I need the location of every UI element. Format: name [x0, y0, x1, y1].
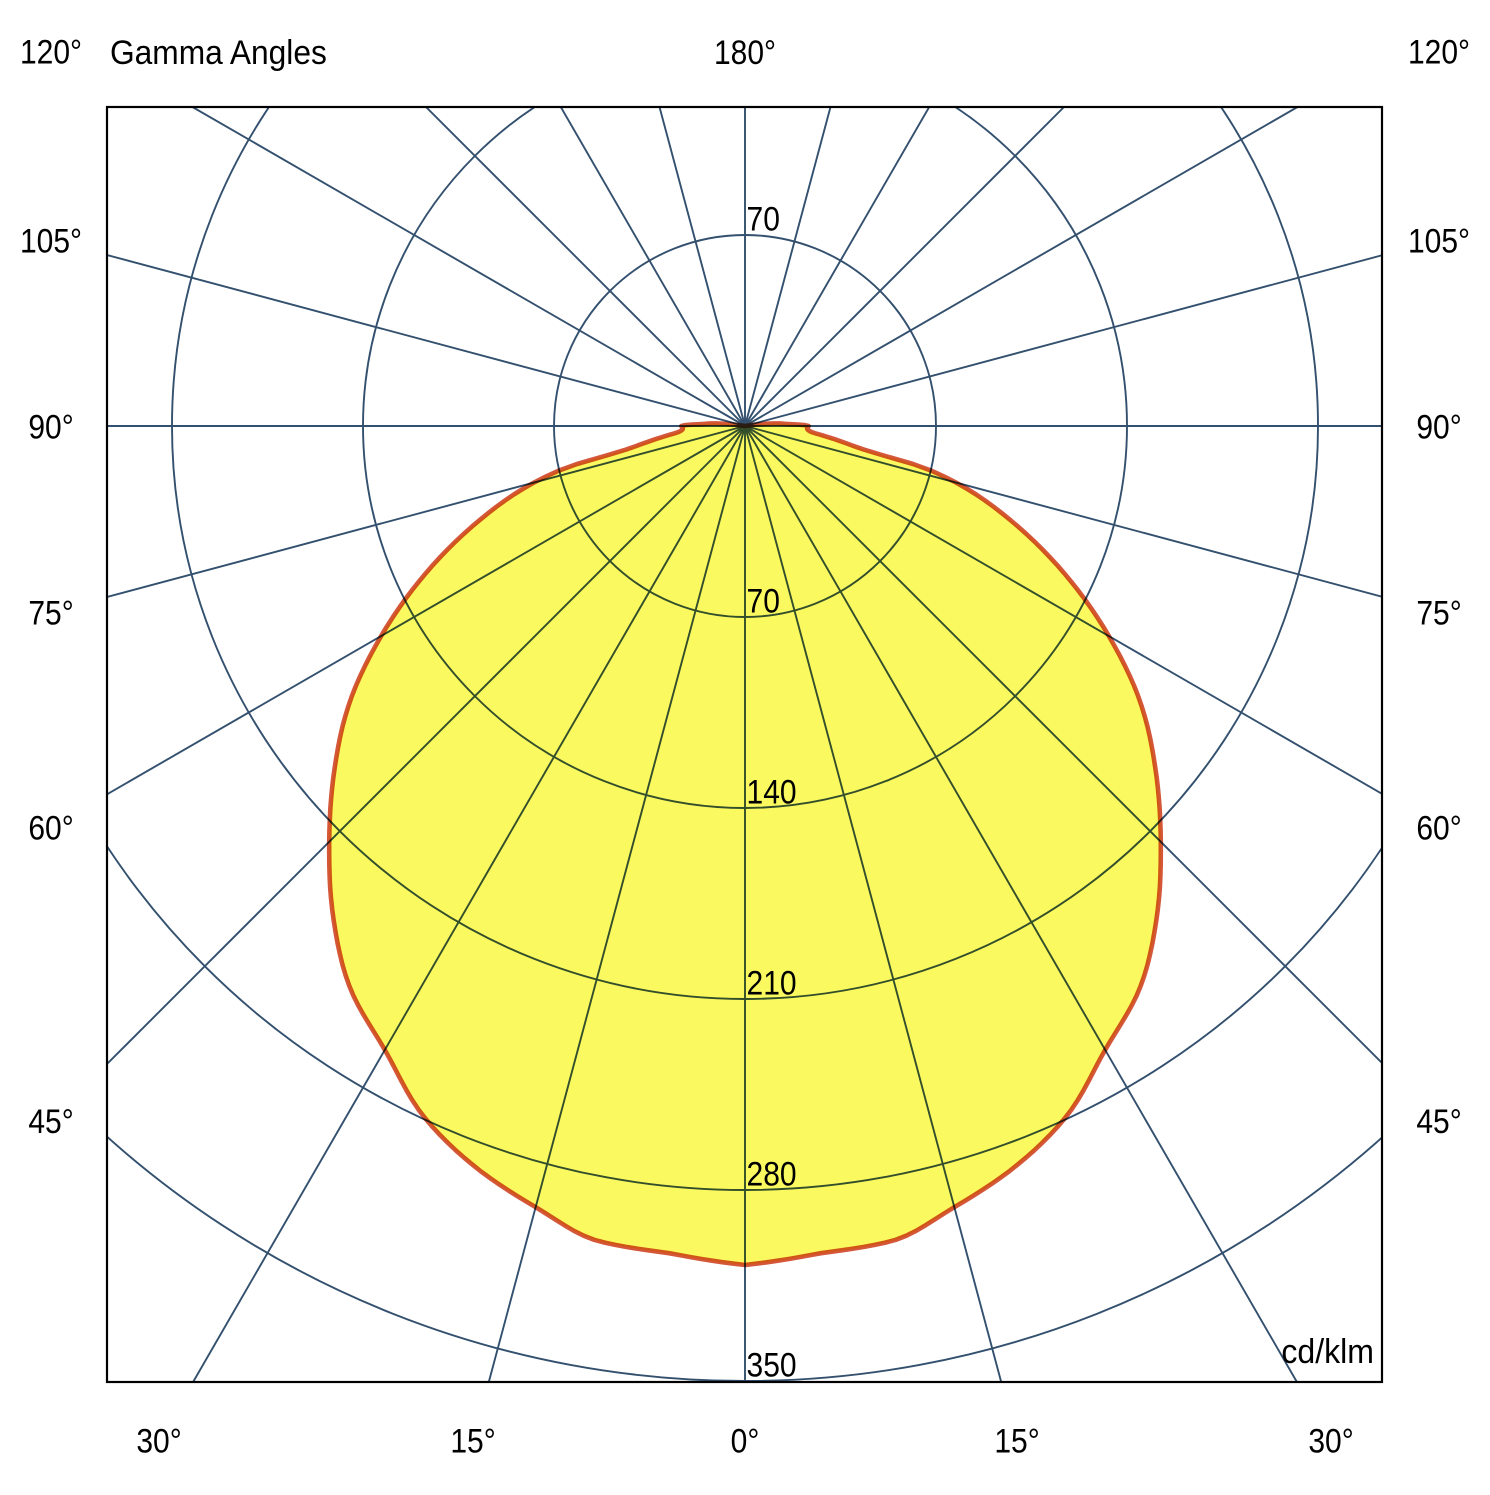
svg-text:120°: 120° [1408, 33, 1470, 71]
svg-text:140: 140 [747, 773, 797, 811]
svg-text:90°: 90° [28, 407, 73, 445]
svg-text:60°: 60° [28, 808, 73, 846]
svg-text:cd/klm: cd/klm [1281, 1333, 1374, 1371]
svg-text:350: 350 [747, 1346, 797, 1384]
svg-text:180°: 180° [714, 33, 776, 71]
svg-text:210: 210 [747, 964, 797, 1002]
svg-text:30°: 30° [1308, 1422, 1353, 1460]
svg-text:70: 70 [747, 582, 780, 620]
svg-text:15°: 15° [450, 1422, 495, 1460]
svg-text:0°: 0° [731, 1422, 760, 1460]
svg-text:60°: 60° [1416, 808, 1461, 846]
svg-text:45°: 45° [1416, 1102, 1461, 1140]
svg-text:90°: 90° [1416, 407, 1461, 445]
svg-text:75°: 75° [28, 593, 73, 631]
svg-text:105°: 105° [20, 221, 82, 259]
svg-text:70: 70 [747, 200, 780, 238]
svg-text:Gamma Angles: Gamma Angles [110, 34, 327, 73]
svg-text:45°: 45° [28, 1102, 73, 1140]
svg-text:30°: 30° [136, 1422, 181, 1460]
svg-text:280: 280 [747, 1155, 797, 1193]
svg-text:120°: 120° [20, 33, 82, 71]
svg-text:105°: 105° [1408, 221, 1470, 259]
svg-text:75°: 75° [1416, 593, 1461, 631]
svg-text:15°: 15° [994, 1422, 1039, 1460]
